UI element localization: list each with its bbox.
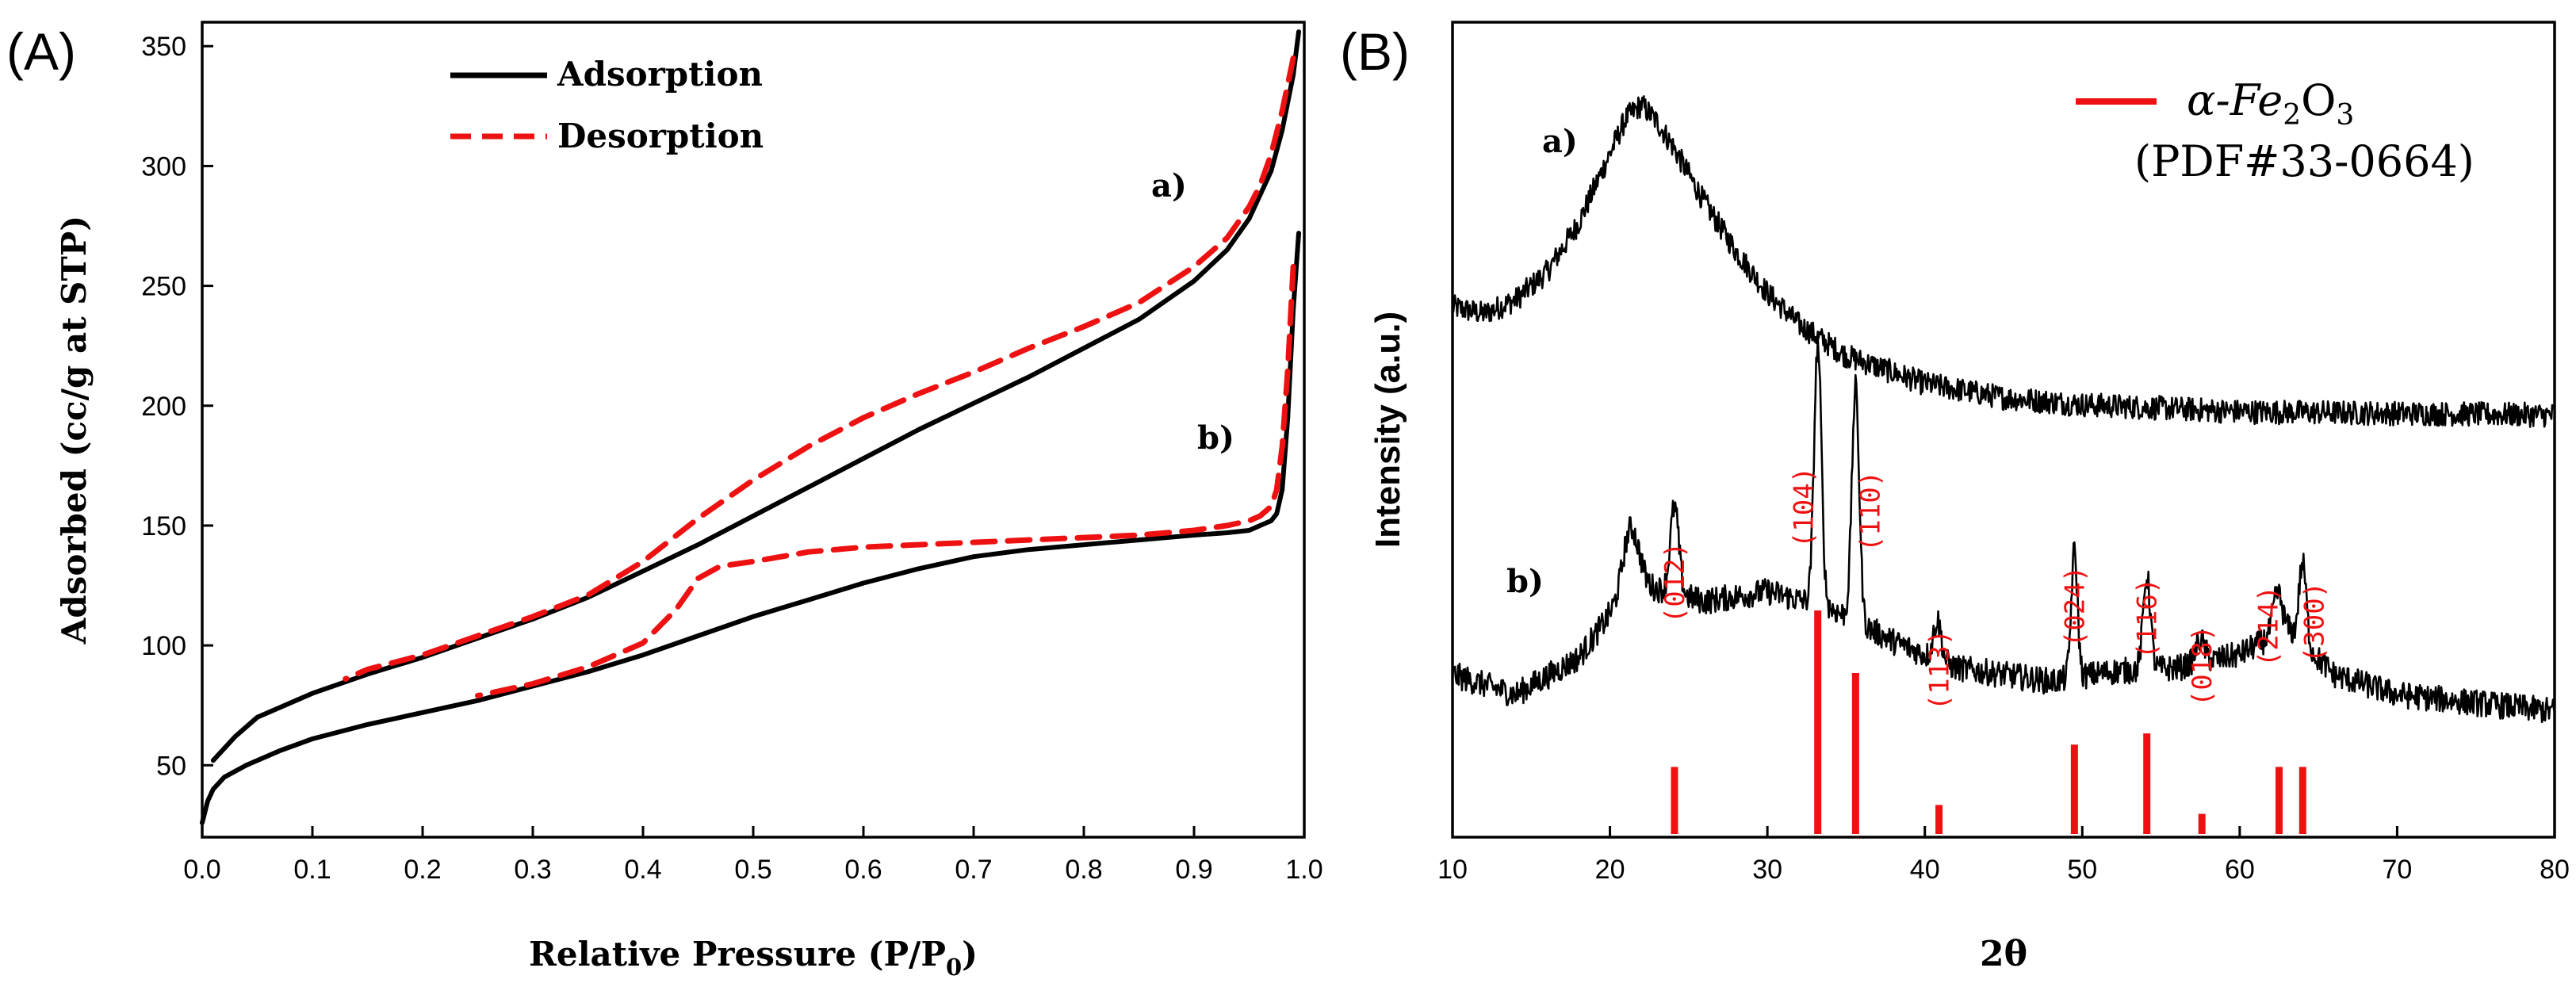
- panel-a-x-tick-label: 0.1: [293, 855, 331, 885]
- panel-a-label: (A): [6, 22, 76, 81]
- legend-fe2o3-sub1: 2: [2283, 99, 2301, 132]
- panel-b-x-tick-label: 60: [2225, 855, 2255, 885]
- panel-a-series-a-desorption: [343, 55, 1296, 682]
- panel-a-series-b-adsorption: [200, 231, 1301, 825]
- panel-a-x-tick-label: 0.7: [955, 855, 992, 885]
- panel-b-curve-a-label: a): [1542, 123, 1578, 160]
- hkl-label: (024): [2059, 566, 2091, 647]
- panel-b-ticks: 10 20 30 40 50 60 70 80: [1437, 826, 2570, 885]
- panel-a-x-tick-label: 0.8: [1065, 855, 1102, 885]
- legend-fe2o3-label: α-Fe2O3: [2187, 75, 2354, 132]
- panel-a-x-tick-label: 0.9: [1175, 855, 1212, 885]
- panel-b-x-tick-label: 80: [2540, 855, 2570, 885]
- panel-b-x-tick-label: 70: [2383, 855, 2413, 885]
- hkl-label: (300): [2298, 582, 2330, 663]
- panel-a-y-tick-label: 300: [141, 151, 186, 182]
- panel-b-x-axis-label: 2θ: [1980, 934, 2027, 974]
- panel-a-y-axis-label: Adsorbed (cc/g at STP): [55, 216, 94, 645]
- legend-fe2o3-mid: O: [2301, 75, 2336, 125]
- panel-a-x-axis-label-close: ): [962, 935, 978, 974]
- hkl-label: (012): [1659, 542, 1691, 623]
- legend-fe2o3-sub2: 3: [2336, 99, 2354, 132]
- panel-b-plot-frame: [1451, 21, 2556, 839]
- panel-a-legend: Adsorption Desorption: [450, 55, 764, 155]
- panel-b-y-axis-label: Intensity (a.u.): [1368, 312, 1407, 548]
- panel-b-legend: α-Fe2O3 (PDF#33-0664): [2076, 75, 2475, 186]
- panel-a-x-axis-label-main: Relative Pressure (P/P: [529, 935, 946, 974]
- panel-a-x-tick-label: 0.5: [734, 855, 771, 885]
- panel-b-x-tick-label: 50: [2067, 855, 2097, 885]
- panel-b-curves: [1451, 95, 2556, 724]
- panel-a-curve-b-label: b): [1197, 419, 1234, 457]
- panel-a-x-axis-label: Relative Pressure (P/P0): [529, 935, 978, 981]
- panel-a-x-tick-label: 0.4: [624, 855, 661, 885]
- panel-b-x-tick-label: 10: [1437, 855, 1468, 885]
- legend-desorption-label: Desorption: [557, 117, 764, 155]
- hkl-label: (104): [1789, 467, 1820, 548]
- panel-a-y-tick-label: 200: [141, 392, 186, 422]
- panel-b-x-tick-label: 40: [1910, 855, 1940, 885]
- panel-a: (A) 0.0 0.1 0.2 0.3 0.4 0.5 0.6 0.7 0.8 0.9 1.0 50 1…: [6, 21, 1323, 981]
- panel-b-label: (B): [1340, 22, 1410, 81]
- panel-a-series-a-adsorption: [210, 29, 1301, 763]
- panel-a-x-axis-label-sub: 0: [946, 954, 962, 981]
- panel-a-ticks: 0.0 0.1 0.2 0.3 0.4 0.5 0.6 0.7 0.8 0.9 1.0 50 100 15…: [141, 32, 1322, 885]
- panel-a-curve-a-label: a): [1151, 167, 1187, 205]
- panel-b-curve-b-label: b): [1506, 563, 1544, 600]
- panel-a-x-tick-label: 0.3: [514, 855, 551, 885]
- panel-a-y-tick-label: 350: [141, 32, 186, 62]
- panel-a-y-tick-label: 100: [141, 631, 186, 661]
- panel-a-x-tick-label: 0.0: [183, 855, 220, 885]
- panel-a-curves: [200, 29, 1301, 825]
- panel-a-series-b-desorption: [475, 263, 1296, 699]
- panel-a-y-tick-label: 50: [156, 751, 186, 781]
- panel-a-y-tick-label: 250: [141, 272, 186, 302]
- panel-a-y-tick-label: 150: [141, 511, 186, 541]
- panel-a-x-tick-label: 0.2: [404, 855, 441, 885]
- panel-b-curve-b: [1451, 336, 2556, 724]
- hkl-label: (018): [2187, 625, 2218, 706]
- hkl-label: (110): [1854, 471, 1886, 552]
- panel-b-x-tick-label: 20: [1595, 855, 1625, 885]
- hkl-label: (113): [1924, 629, 1956, 710]
- panel-b-hkl-labels: (012) (104) (110) (113) (024) (116) (018) (214)…: [1659, 467, 2330, 710]
- panel-b-curve-a: [1451, 95, 2555, 428]
- panel-a-x-tick-label: 1.0: [1285, 855, 1322, 885]
- legend-adsorption-label: Adsorption: [557, 55, 763, 94]
- legend-fe2o3-prefix: α-Fe: [2187, 75, 2283, 125]
- hkl-label: (116): [2132, 578, 2164, 659]
- panel-b-reference-sticks: [1671, 610, 2306, 834]
- legend-fe2o3-pdf: (PDF#33-0664): [2134, 136, 2475, 186]
- panel-b: (B) 10 20 30 40 50 60 70 80 (012) (104) (110) (113…: [1340, 21, 2570, 974]
- hkl-label: (214): [2253, 586, 2285, 667]
- panel-b-x-tick-label: 30: [1752, 855, 1782, 885]
- panel-a-x-tick-label: 0.6: [844, 855, 882, 885]
